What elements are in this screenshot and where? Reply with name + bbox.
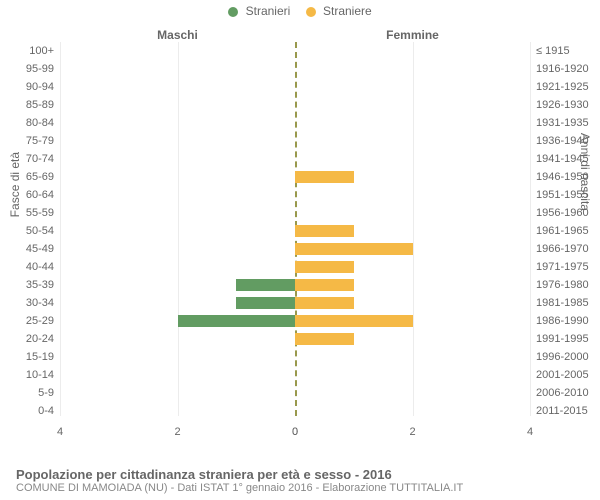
age-label: 95-99 <box>26 60 60 78</box>
age-row: 10-142001-2005 <box>60 366 530 384</box>
birth-year-label: 1941-1945 <box>530 150 589 168</box>
column-header-left: Maschi <box>60 28 295 42</box>
birth-year-label: 1996-2000 <box>530 348 589 366</box>
age-row: 100+≤ 1915 <box>60 42 530 60</box>
legend-swatch-female <box>306 7 316 17</box>
birth-year-label: 1981-1985 <box>530 294 589 312</box>
bar-male <box>236 279 295 291</box>
chart-footer: Popolazione per cittadinanza straniera p… <box>16 467 584 494</box>
legend-item-male: Stranieri <box>228 4 290 18</box>
legend-swatch-male <box>228 7 238 17</box>
age-row: 30-341981-1985 <box>60 294 530 312</box>
birth-year-label: 1986-1990 <box>530 312 589 330</box>
birth-year-label: 1916-1920 <box>530 60 589 78</box>
age-label: 40-44 <box>26 258 60 276</box>
age-row: 0-42011-2015 <box>60 402 530 420</box>
birth-year-label: 1921-1925 <box>530 78 589 96</box>
age-row: 65-691946-1950 <box>60 168 530 186</box>
bar-female <box>295 225 354 237</box>
age-label: 60-64 <box>26 186 60 204</box>
x-tick-label: 4 <box>527 426 533 438</box>
age-label: 50-54 <box>26 222 60 240</box>
birth-year-label: ≤ 1915 <box>530 42 570 60</box>
age-label: 55-59 <box>26 204 60 222</box>
age-label: 30-34 <box>26 294 60 312</box>
column-header-right: Femmine <box>295 28 530 42</box>
legend-label-female: Straniere <box>323 4 372 18</box>
age-label: 5-9 <box>38 384 60 402</box>
bar-female <box>295 171 354 183</box>
age-row: 25-291986-1990 <box>60 312 530 330</box>
legend-label-male: Stranieri <box>246 4 291 18</box>
birth-year-label: 1976-1980 <box>530 276 589 294</box>
bar-female <box>295 243 413 255</box>
birth-year-label: 1966-1970 <box>530 240 589 258</box>
birth-year-label: 1946-1950 <box>530 168 589 186</box>
x-tick-label: 2 <box>409 426 415 438</box>
birth-year-label: 2011-2015 <box>530 402 588 420</box>
chart-title: Popolazione per cittadinanza straniera p… <box>16 467 584 482</box>
bar-female <box>295 261 354 273</box>
bar-female <box>295 297 354 309</box>
age-label: 70-74 <box>26 150 60 168</box>
age-row: 35-391976-1980 <box>60 276 530 294</box>
age-label: 10-14 <box>26 366 60 384</box>
age-row: 15-191996-2000 <box>60 348 530 366</box>
age-row: 40-441971-1975 <box>60 258 530 276</box>
y-axis-title-left: Fasce di età <box>8 152 22 217</box>
age-label: 100+ <box>29 42 60 60</box>
age-label: 25-29 <box>26 312 60 330</box>
chart-subtitle: COMUNE DI MAMOIADA (NU) - Dati ISTAT 1° … <box>16 482 584 494</box>
age-row: 45-491966-1970 <box>60 240 530 258</box>
age-label: 15-19 <box>26 348 60 366</box>
legend-item-female: Straniere <box>306 4 372 18</box>
birth-year-label: 1991-1995 <box>530 330 589 348</box>
age-row: 55-591956-1960 <box>60 204 530 222</box>
birth-year-label: 1931-1935 <box>530 114 589 132</box>
bar-male <box>178 315 296 327</box>
x-tick-label: 4 <box>57 426 63 438</box>
legend: Stranieri Straniere <box>0 4 600 18</box>
age-label: 90-94 <box>26 78 60 96</box>
birth-year-label: 1936-1940 <box>530 132 589 150</box>
plot-area: Maschi Femmine 100+≤ 191595-991916-19209… <box>60 28 530 438</box>
age-row: 70-741941-1945 <box>60 150 530 168</box>
age-row: 5-92006-2010 <box>60 384 530 402</box>
birth-year-label: 1956-1960 <box>530 204 589 222</box>
x-tick-label: 2 <box>174 426 180 438</box>
age-row: 60-641951-1955 <box>60 186 530 204</box>
bar-female <box>295 315 413 327</box>
birth-year-label: 1971-1975 <box>530 258 589 276</box>
x-axis-ticks: 420024 <box>60 422 530 438</box>
age-label: 85-89 <box>26 96 60 114</box>
birth-year-label: 2006-2010 <box>530 384 589 402</box>
age-row: 85-891926-1930 <box>60 96 530 114</box>
age-label: 20-24 <box>26 330 60 348</box>
chart-container: Stranieri Straniere Fasce di età Anni di… <box>0 0 600 500</box>
age-label: 35-39 <box>26 276 60 294</box>
birth-year-label: 1951-1955 <box>530 186 589 204</box>
birth-year-label: 2001-2005 <box>530 366 589 384</box>
age-row: 80-841931-1935 <box>60 114 530 132</box>
age-label: 65-69 <box>26 168 60 186</box>
birth-year-label: 1926-1930 <box>530 96 589 114</box>
age-row: 95-991916-1920 <box>60 60 530 78</box>
age-label: 75-79 <box>26 132 60 150</box>
x-tick-label: 0 <box>292 426 298 438</box>
age-row: 20-241991-1995 <box>60 330 530 348</box>
bar-female <box>295 279 354 291</box>
age-row: 50-541961-1965 <box>60 222 530 240</box>
age-label: 0-4 <box>38 402 60 420</box>
bar-female <box>295 333 354 345</box>
bar-male <box>236 297 295 309</box>
age-label: 80-84 <box>26 114 60 132</box>
age-row: 75-791936-1940 <box>60 132 530 150</box>
birth-year-label: 1961-1965 <box>530 222 589 240</box>
age-row: 90-941921-1925 <box>60 78 530 96</box>
age-label: 45-49 <box>26 240 60 258</box>
